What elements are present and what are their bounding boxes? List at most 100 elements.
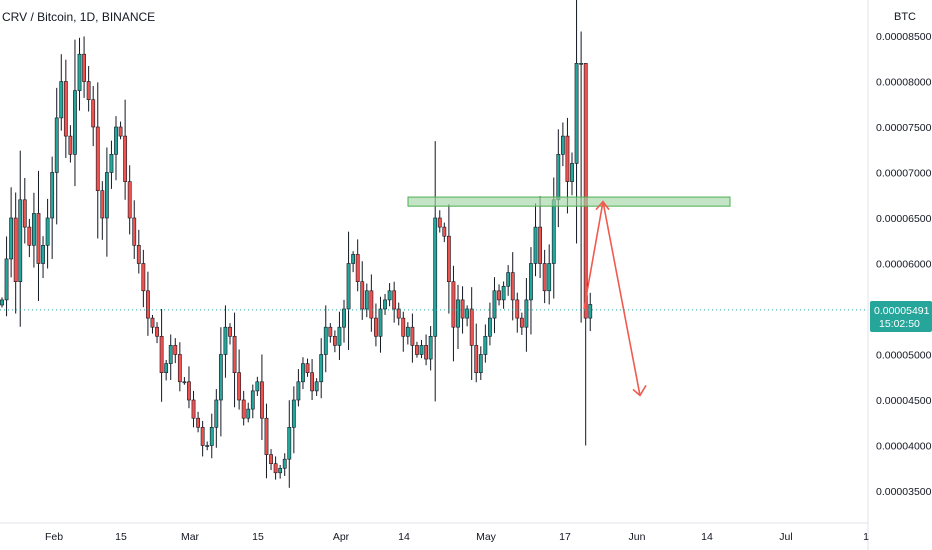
bearish-candle <box>191 399 196 419</box>
bullish-candle <box>9 217 14 260</box>
bearish-candle <box>469 308 474 346</box>
y-tick-label: 0.00004500 <box>876 395 932 407</box>
bullish-candle <box>556 154 561 201</box>
bullish-candle <box>323 326 328 355</box>
x-tick-label: Feb <box>45 531 63 543</box>
symbol-title[interactable]: CRV / Bitcoin, 1D, BINANCE <box>2 10 156 24</box>
bearish-candle <box>196 417 200 428</box>
bullish-candle <box>547 263 552 292</box>
bullish-candle <box>77 53 82 91</box>
bearish-candle <box>150 317 155 328</box>
bearish-candle <box>410 326 415 346</box>
bearish-candle <box>538 226 542 264</box>
x-tick-label: 1 <box>863 531 869 543</box>
bullish-candle <box>483 335 488 355</box>
bullish-candle <box>250 390 255 410</box>
resistance-zone[interactable] <box>407 196 731 207</box>
bullish-candle <box>32 213 36 246</box>
bullish-candle <box>291 399 296 428</box>
bullish-candle <box>383 299 387 310</box>
bullish-candle <box>45 217 50 246</box>
bullish-candle <box>501 285 506 301</box>
bullish-candle <box>337 326 342 346</box>
bullish-candle <box>529 263 533 301</box>
bullish-candle <box>588 304 593 319</box>
bearish-candle <box>273 463 278 474</box>
bullish-candle <box>214 399 219 428</box>
bearish-candle <box>437 217 442 228</box>
bullish-candle <box>465 308 470 319</box>
bullish-candle <box>405 326 410 337</box>
price-axis[interactable]: 0.00008500 0.00008000 0.00007500 0.00007000… <box>876 31 932 498</box>
bearish-candle <box>173 345 178 355</box>
last-price-value: 0.00005491 <box>874 305 930 317</box>
bullish-candle <box>182 381 187 384</box>
y-tick-label: 0.00006500 <box>876 213 932 225</box>
bearish-candle <box>95 126 100 192</box>
bearish-candle <box>22 199 27 228</box>
bullish-candle <box>301 363 305 383</box>
bullish-candle <box>533 226 538 264</box>
bearish-candle <box>510 272 515 301</box>
bullish-candle <box>579 62 584 65</box>
x-tick-label: 15 <box>252 531 264 543</box>
bullish-candle <box>209 426 214 446</box>
bullish-candle <box>560 135 565 155</box>
bullish-candle <box>478 354 483 374</box>
bearish-candle <box>446 235 451 282</box>
bearish-candle <box>260 381 264 419</box>
bearish-candle <box>232 335 237 373</box>
bullish-candle <box>387 290 392 301</box>
bearish-candle <box>13 217 18 283</box>
y-tick-label: 0.00003500 <box>876 486 932 498</box>
bearish-candle <box>442 226 447 237</box>
bearish-candle <box>360 281 365 310</box>
bearish-candle <box>474 345 479 373</box>
bearish-candle <box>27 226 32 246</box>
projection-peak-arrowhead <box>595 200 610 211</box>
bearish-candle <box>228 326 232 337</box>
bullish-candle <box>41 245 45 264</box>
bullish-candle <box>314 381 319 392</box>
y-tick-label: 0.00004000 <box>876 441 932 453</box>
bullish-candle <box>205 445 210 447</box>
bullish-candle <box>378 308 383 337</box>
bearish-candle <box>36 213 41 264</box>
projection-arrow[interactable] <box>583 200 647 397</box>
bullish-candle <box>419 345 424 355</box>
bullish-candle <box>551 199 556 264</box>
bearish-candle <box>328 326 333 337</box>
bullish-candle <box>218 354 223 401</box>
x-tick-label: 17 <box>559 531 571 543</box>
bullish-candle <box>164 363 169 374</box>
bearish-candle <box>497 290 501 301</box>
bearish-candle <box>177 354 182 383</box>
x-tick-label: 15 <box>115 531 127 543</box>
bullish-candle <box>0 299 4 306</box>
bearish-candle <box>415 345 419 355</box>
bullish-candle <box>364 290 369 310</box>
bearish-candle <box>565 135 570 182</box>
bearish-candle <box>355 254 360 282</box>
bullish-candle <box>428 335 433 360</box>
bullish-candle <box>296 381 301 401</box>
bearish-candle <box>583 62 588 319</box>
y-tick-label: 0.00006000 <box>876 259 932 271</box>
bullish-candle <box>4 258 9 301</box>
y-tick-label: 0.00005000 <box>876 350 932 362</box>
bullish-candle <box>282 458 287 469</box>
bullish-candle <box>246 408 251 419</box>
bullish-candle <box>278 467 283 474</box>
bullish-candle <box>54 117 59 173</box>
time-axis[interactable]: Feb 15 Mar 15 Apr 14 May 17 Jun 14 Jul 1 <box>45 531 869 543</box>
bearish-candle <box>118 126 123 137</box>
bearish-candle <box>146 290 150 319</box>
bullish-candle <box>524 299 529 328</box>
bearish-candle <box>237 372 242 401</box>
y-tick-label: 0.00007500 <box>876 122 932 134</box>
bearish-candle <box>123 135 128 182</box>
bearish-candle <box>100 190 105 219</box>
x-tick-label: Mar <box>181 531 200 543</box>
bearish-candle <box>241 399 246 419</box>
